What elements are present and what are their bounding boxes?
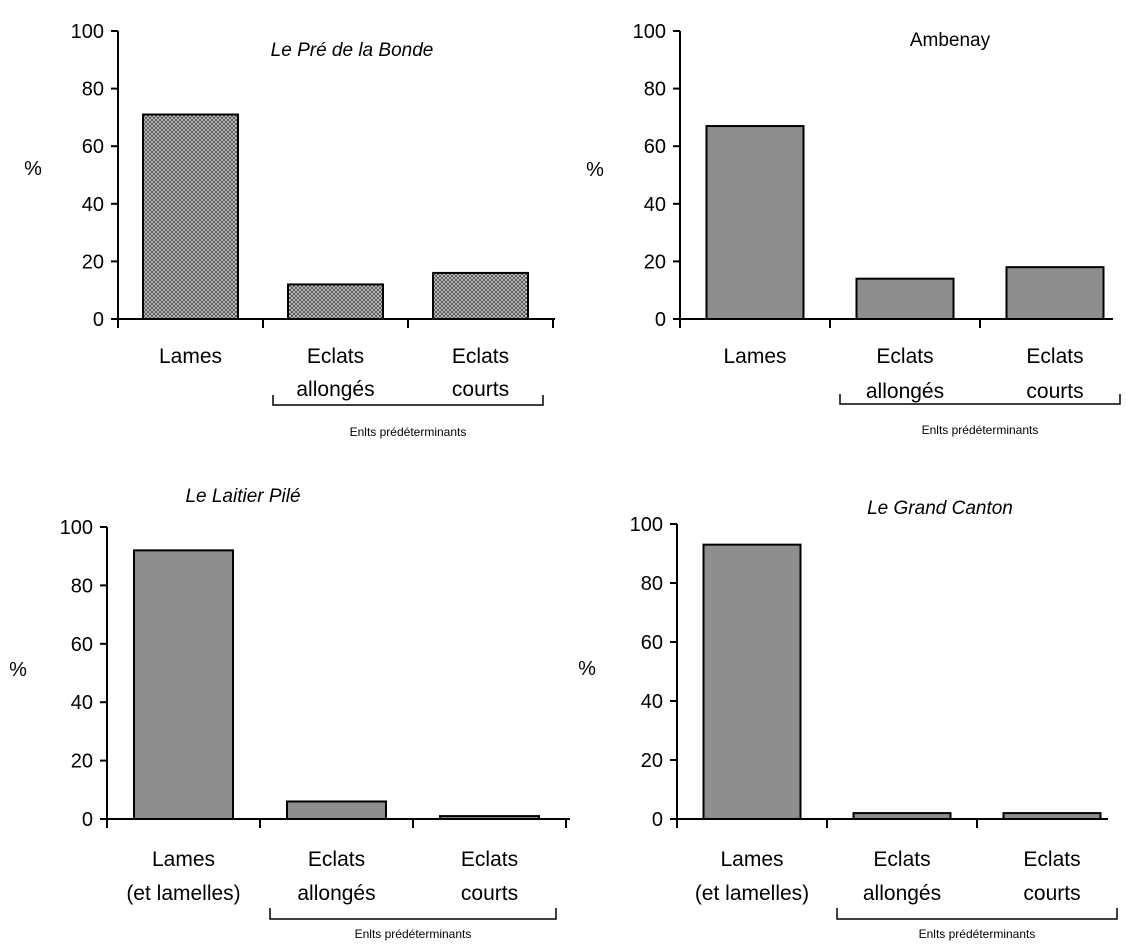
group-label: Enlts prédéterminants	[355, 927, 472, 941]
bar	[855, 277, 955, 320]
category-label: Eclats	[461, 848, 518, 871]
y-tick-label: 60	[71, 634, 93, 656]
chart-panel-1: Le Pré de la Bonde% 0 20 40 60 80 100 Lames Ecla…	[24, 21, 555, 439]
y-tick-label: 20	[71, 751, 93, 773]
bar	[287, 283, 384, 321]
group-bracket	[836, 908, 1118, 920]
y-tick-label: 40	[71, 692, 93, 714]
category-label: Eclats	[307, 345, 364, 368]
chart-panel-3: Le Laitier Pilé% 0 20 40 60 80 100 Lames (et lam…	[9, 486, 570, 941]
bar	[142, 113, 239, 320]
group-bracket	[839, 394, 1121, 405]
category-label: courts	[1026, 380, 1083, 403]
group-bracket	[272, 395, 544, 406]
category-label: Eclats	[876, 345, 933, 368]
y-tick-label: 60	[644, 136, 666, 158]
chart-panel-2: Ambenay% 0 20 40 60 80 100 Lames Eclats allongés E…	[586, 21, 1121, 437]
category-label: allongés	[863, 882, 941, 905]
y-tick-label: 20	[641, 750, 663, 772]
bar	[1005, 266, 1105, 321]
y-tick-label: 80	[82, 79, 104, 101]
chart-title: Ambenay	[910, 30, 991, 51]
category-label: courts	[452, 378, 509, 401]
chart-panel-4: Le Grand Canton% 0 20 40 60 80 100 Lames (et lam…	[578, 498, 1118, 941]
category-label: Eclats	[1026, 345, 1083, 368]
bar	[286, 800, 387, 820]
bar	[1002, 812, 1102, 820]
bar	[705, 125, 805, 321]
y-tick-label: 80	[641, 573, 663, 595]
category-label: courts	[461, 882, 518, 905]
category-label: Eclats	[452, 345, 509, 368]
y-tick-label: 40	[641, 691, 663, 713]
bar	[439, 815, 540, 821]
y-tick-label: 80	[644, 79, 666, 101]
category-label: (et lamelles)	[695, 882, 809, 905]
group-label: Enlts prédéterminants	[922, 423, 1039, 437]
y-tick-label: 40	[644, 194, 666, 216]
category-label: Eclats	[1023, 848, 1080, 871]
y-tick-label: 60	[82, 136, 104, 158]
bar	[852, 812, 952, 820]
y-tick-label: 20	[644, 251, 666, 273]
category-label: Eclats	[308, 848, 365, 871]
y-tick-label: 40	[82, 194, 104, 216]
y-tick-label: 100	[633, 21, 666, 43]
category-label: (et lamelles)	[126, 882, 240, 905]
category-label: allongés	[296, 378, 374, 401]
y-tick-label: 100	[71, 21, 104, 43]
chart-title: Le Laitier Pilé	[185, 486, 300, 507]
category-label: Eclats	[873, 848, 930, 871]
y-tick-label: 0	[652, 809, 663, 831]
bar	[432, 271, 529, 321]
y-tick-label: 0	[655, 309, 666, 331]
group-bracket	[269, 908, 557, 920]
category-label: Lames	[152, 848, 215, 871]
category-label: Lames	[720, 848, 783, 871]
chart-title: Le Grand Canton	[867, 498, 1013, 519]
y-tick-label: 20	[82, 251, 104, 273]
bar	[702, 543, 802, 821]
y-tick-label: 100	[60, 517, 93, 539]
y-axis-label: %	[24, 158, 42, 180]
y-tick-label: 0	[82, 809, 93, 831]
bar	[133, 549, 234, 820]
group-label: Enlts prédéterminants	[350, 425, 467, 439]
y-tick-label: 80	[71, 575, 93, 597]
category-label: allongés	[866, 380, 944, 403]
y-axis-label: %	[9, 659, 27, 681]
y-tick-label: 100	[630, 514, 663, 536]
y-tick-label: 60	[641, 632, 663, 654]
y-tick-label: 0	[93, 309, 104, 331]
category-label: Lames	[723, 345, 786, 368]
category-label: courts	[1023, 882, 1080, 905]
y-axis-label: %	[578, 658, 596, 680]
chart-title: Le Pré de la Bonde	[271, 40, 434, 61]
group-label: Enlts prédéterminants	[919, 927, 1036, 941]
y-axis-label: %	[586, 159, 604, 181]
category-label: allongés	[297, 882, 375, 905]
category-label: Lames	[159, 345, 222, 368]
